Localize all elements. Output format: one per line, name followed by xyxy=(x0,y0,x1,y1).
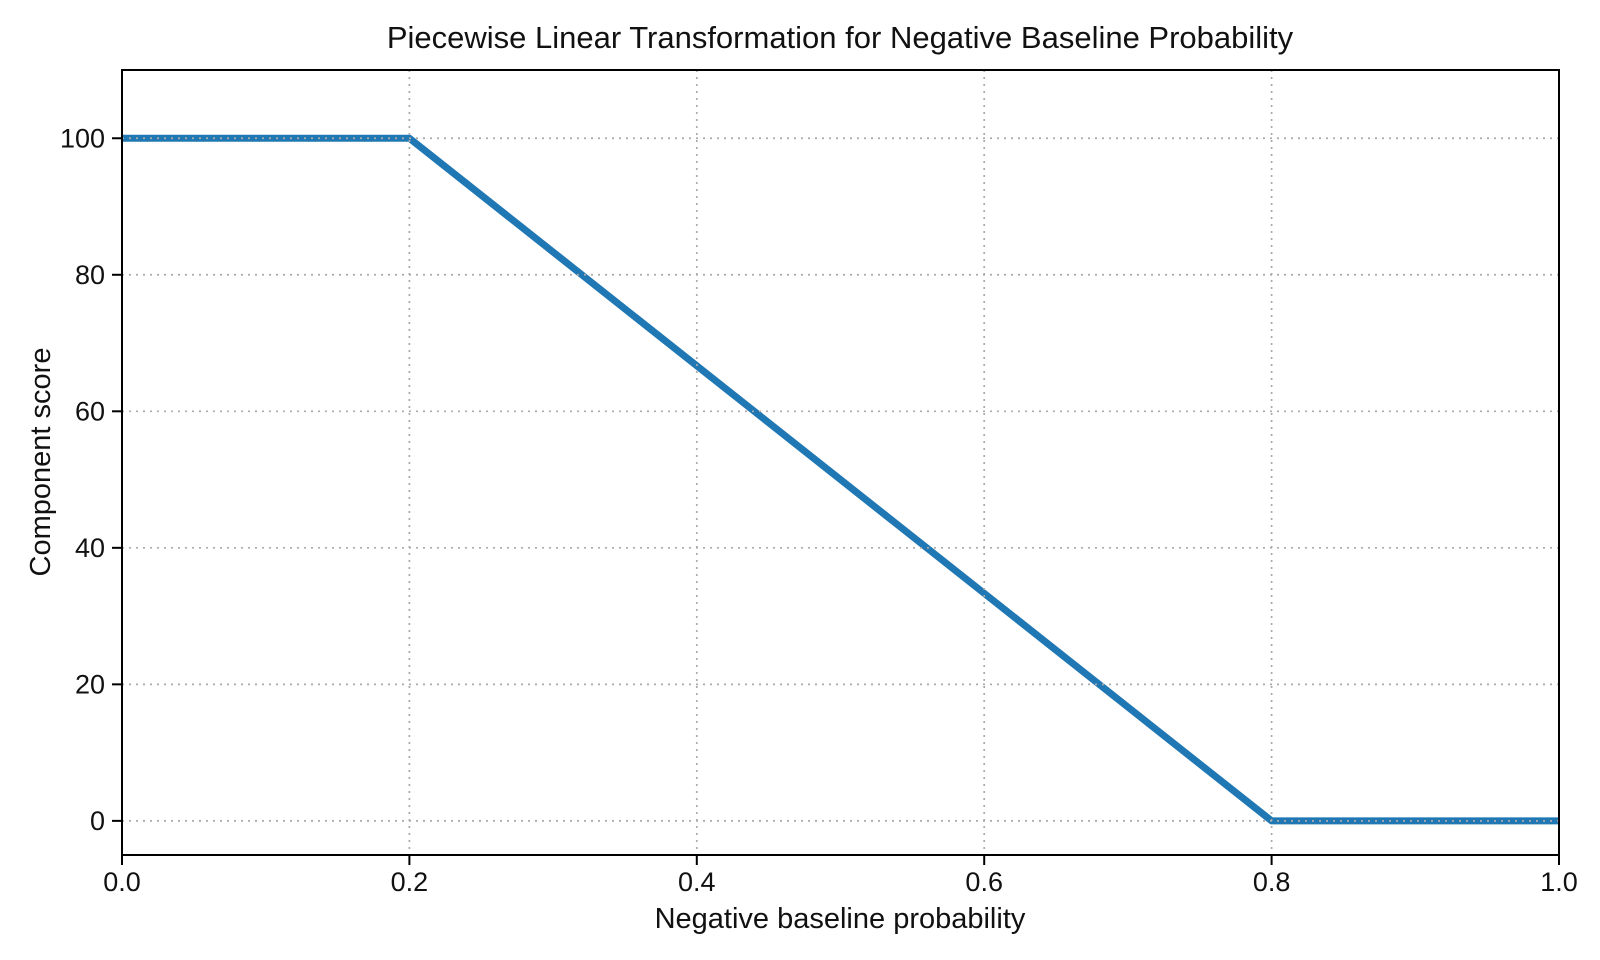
chart-title: Piecewise Linear Transformation for Nega… xyxy=(387,20,1294,55)
x-tick-label-0.4: 0.4 xyxy=(678,867,716,897)
y-axis-label: Component score xyxy=(25,348,57,577)
series-line-piecewise-linear-transform xyxy=(122,134,1559,825)
series-layer xyxy=(122,134,1559,825)
x-tick-label-0.0: 0.0 xyxy=(103,867,141,897)
axes-spines xyxy=(121,69,1560,856)
y-tick-label-60: 60 xyxy=(75,396,105,426)
x-tick-label-0.6: 0.6 xyxy=(965,867,1003,897)
x-tick-label-0.8: 0.8 xyxy=(1253,867,1291,897)
spines-layer xyxy=(121,69,1560,856)
x-axis-label: Negative baseline probability xyxy=(655,903,1026,935)
y-tick-label-20: 20 xyxy=(75,669,105,699)
x-tick-label-0.2: 0.2 xyxy=(391,867,429,897)
y-tick-labels: 0 20 40 60 80 100 xyxy=(60,123,105,836)
y-tick-label-100: 100 xyxy=(60,123,105,153)
ticks-layer xyxy=(112,137,1560,865)
y-tick-label-40: 40 xyxy=(75,533,105,563)
x-tick-label-1.0: 1.0 xyxy=(1540,867,1578,897)
grid-layer xyxy=(122,70,1559,855)
x-tick-labels: 0.0 0.2 0.4 0.6 0.8 1.0 xyxy=(103,867,1578,897)
y-tick-label-0: 0 xyxy=(90,806,105,836)
y-tick-label-80: 80 xyxy=(75,260,105,290)
